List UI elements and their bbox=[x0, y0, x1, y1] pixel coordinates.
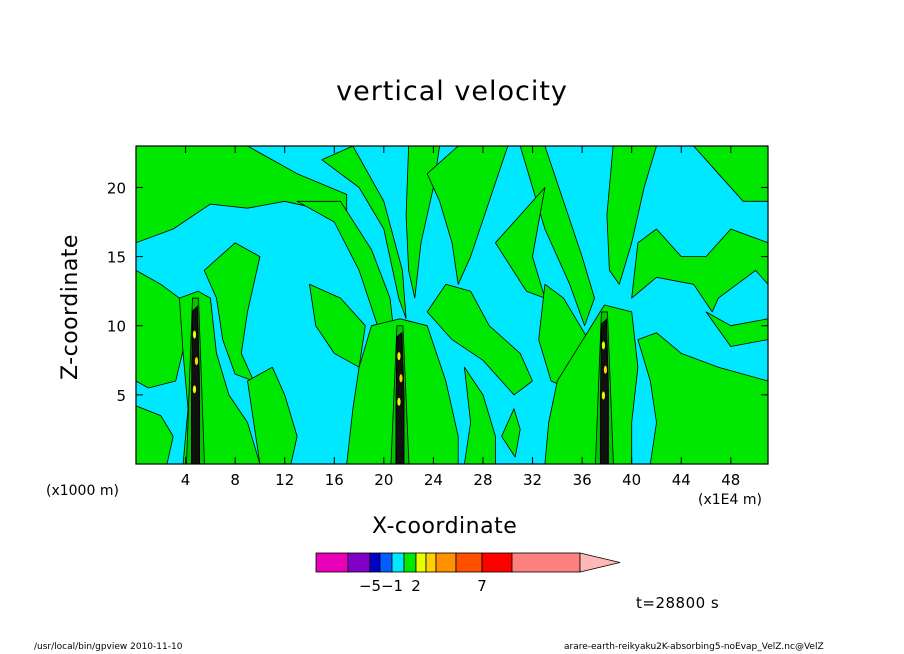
colorbar-swatch-5 bbox=[403, 552, 417, 573]
x-tick-label-0: 4 bbox=[181, 471, 191, 489]
x-tick-label-7: 32 bbox=[523, 471, 542, 489]
colorbar-swatch-9 bbox=[455, 552, 483, 573]
positive-region-20 bbox=[631, 228, 768, 313]
colorbar-swatch-7 bbox=[425, 552, 437, 573]
colorbar-swatch-4 bbox=[391, 552, 405, 573]
positive-region-15 bbox=[519, 146, 595, 327]
updraft-highlight-0-1 bbox=[194, 357, 199, 366]
colorbar-swatch-10 bbox=[481, 552, 513, 573]
x-tick-label-3: 16 bbox=[325, 471, 344, 489]
footer-right: arare-earth-reikyaku2K-absorbing5-noEvap… bbox=[564, 642, 824, 652]
x-unit-left: (x1000 m) bbox=[46, 483, 119, 499]
updraft-highlight-0-0 bbox=[192, 330, 197, 339]
colorbar-swatch-0 bbox=[315, 552, 349, 573]
positive-region-4 bbox=[203, 242, 261, 382]
x-tick-label-2: 12 bbox=[275, 471, 294, 489]
updraft-core-1 bbox=[395, 331, 405, 464]
positive-region-21 bbox=[693, 146, 768, 202]
colorbar: −5 −1 2 7 bbox=[315, 552, 621, 595]
positive-region-16 bbox=[495, 187, 546, 299]
positive-region-19 bbox=[606, 146, 657, 285]
colorbar-arrow bbox=[579, 552, 621, 573]
updraft-core-0 bbox=[190, 305, 200, 464]
colorbar-label-2: 2 bbox=[411, 577, 421, 595]
updraft-highlight-0-2 bbox=[192, 385, 197, 394]
colorbar-label-3: 7 bbox=[477, 577, 487, 595]
positive-region-7 bbox=[321, 146, 407, 320]
x-axis-label: X-coordinate bbox=[372, 514, 518, 539]
colorbar-swatch-11 bbox=[511, 552, 581, 573]
colorbar-swatch-8 bbox=[435, 552, 457, 573]
y-axis: 5 10 15 20 bbox=[107, 179, 768, 405]
x-tick-label-1: 8 bbox=[230, 471, 240, 489]
updraft-core-2 bbox=[599, 318, 609, 464]
positive-region-22 bbox=[637, 332, 768, 464]
positive-region-1 bbox=[136, 270, 186, 389]
positive-region-5 bbox=[247, 366, 298, 464]
updraft-highlight-1-0 bbox=[397, 352, 401, 361]
y-axis-label: Z-coordinate bbox=[58, 234, 83, 380]
colorbar-label-0: −5 bbox=[359, 577, 381, 595]
positive-region-0 bbox=[136, 146, 348, 244]
positive-region-11 bbox=[426, 146, 509, 285]
x-tick-label-6: 28 bbox=[473, 471, 492, 489]
x-tick-label-4: 20 bbox=[374, 471, 393, 489]
colorbar-swatch-3 bbox=[379, 552, 393, 573]
y-tick-label-0: 5 bbox=[116, 387, 126, 405]
updraft-highlight-2-2 bbox=[601, 391, 606, 400]
positive-region-2 bbox=[136, 405, 174, 464]
positive-region-10 bbox=[405, 146, 440, 299]
updraft-highlight-2-0 bbox=[601, 341, 606, 350]
updraft-highlight-1-2 bbox=[397, 397, 401, 406]
x-tick-label-11: 48 bbox=[721, 471, 740, 489]
y-tick-label-1: 10 bbox=[107, 318, 126, 336]
x-axis: 4 8 12 16 20 24 28 32 36 40 44 48 bbox=[181, 146, 740, 489]
colorbar-swatch-6 bbox=[415, 552, 427, 573]
colorbar-swatch-1 bbox=[347, 552, 371, 573]
colorbar-label-1: −1 bbox=[381, 577, 403, 595]
footer-left: /usr/local/bin/gpview 2010-11-10 bbox=[34, 642, 183, 652]
updraft-highlight-1-1 bbox=[399, 374, 403, 383]
updraft-highlight-2-1 bbox=[603, 365, 608, 374]
x-tick-label-8: 36 bbox=[573, 471, 592, 489]
x-tick-label-10: 44 bbox=[672, 471, 691, 489]
x-unit-right: (x1E4 m) bbox=[698, 492, 762, 508]
y-tick-label-2: 15 bbox=[107, 249, 126, 267]
positive-region-14 bbox=[501, 408, 521, 458]
positive-region-18 bbox=[544, 304, 639, 464]
positive-region-13 bbox=[464, 366, 496, 464]
x-tick-label-5: 24 bbox=[424, 471, 443, 489]
time-label: t=28800 s bbox=[636, 594, 720, 612]
y-tick-label-3: 20 bbox=[107, 179, 126, 197]
plot-frame bbox=[135, 145, 769, 465]
x-tick-label-9: 40 bbox=[622, 471, 641, 489]
positive-region-12 bbox=[426, 283, 533, 396]
colorbar-swatch-2 bbox=[369, 552, 381, 573]
positive-region-23 bbox=[705, 311, 768, 347]
chart-title: vertical velocity bbox=[336, 76, 568, 107]
updraft-cores bbox=[186, 297, 614, 464]
